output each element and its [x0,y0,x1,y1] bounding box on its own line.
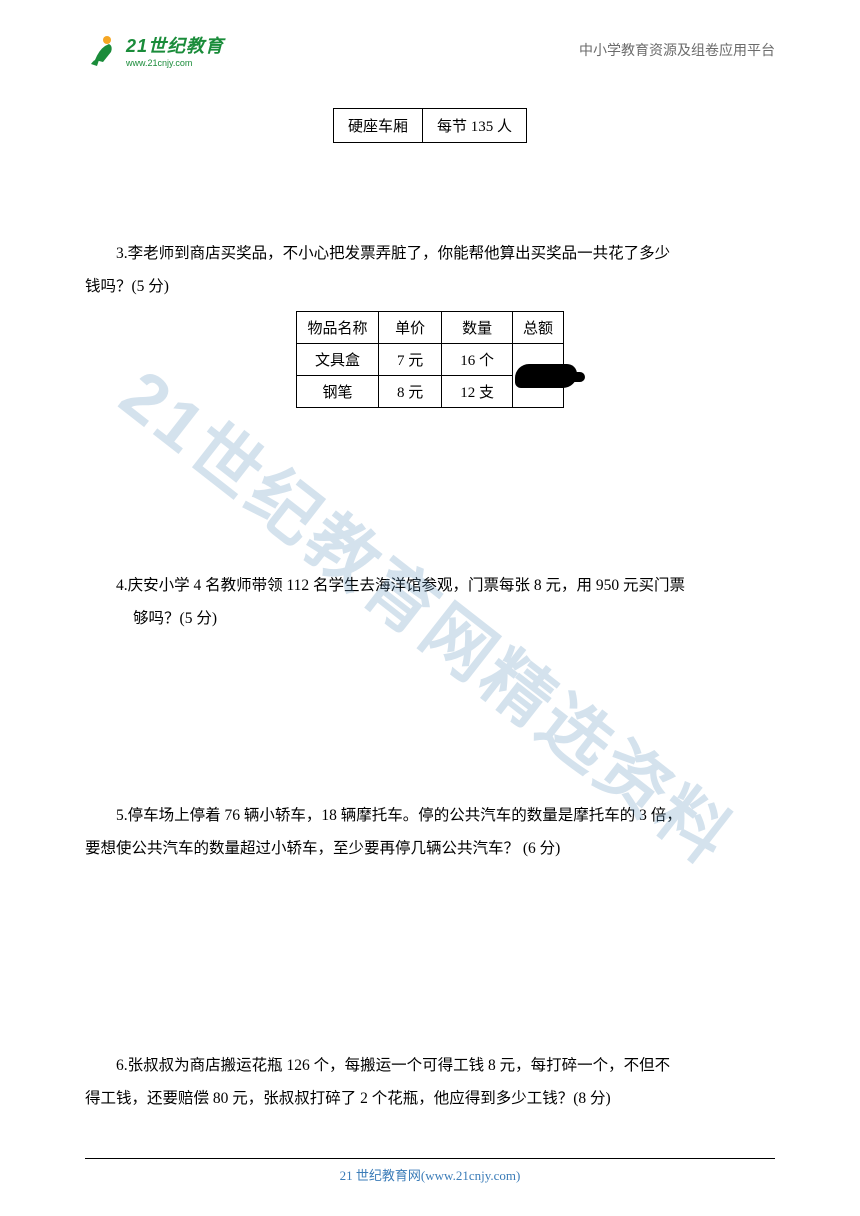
logo-icon [85,32,121,68]
question-text: 钱吗？(5 分) [85,278,169,295]
table-cell: 16 个 [442,344,513,376]
table-cell: 钢笔 [296,376,378,408]
small-table-cell: 每节 135 人 [423,109,527,143]
page-header: 21世纪教育 www.21cnjy.com 中小学教育资源及组卷应用平台 [0,32,860,68]
question-4: 4.庆安小学 4 名教师带领 112 名学生去海洋馆参观，门票每张 8 元，用 … [85,570,775,603]
page-footer: 21 世纪教育网(www.21cnjy.com) [85,1158,775,1184]
question-text: 得工钱，还要赔偿 80 元，张叔叔打碎了 2 个花瓶，他应得到多少工钱？(8 分… [85,1090,611,1107]
question-text: 4.庆安小学 4 名教师带领 112 名学生去海洋馆参观，门票每张 8 元，用 … [116,577,685,594]
table-cell-smudged [513,344,564,408]
table-cell: 7 元 [378,344,441,376]
logo-text: 21世纪教育 www.21cnjy.com [126,32,224,68]
table-header: 单价 [378,312,441,344]
table-cell: 12 支 [442,376,513,408]
question-4-line2: 够吗？(5 分) [85,603,775,636]
table-header: 总额 [513,312,564,344]
question-text: 要想使公共汽车的数量超过小轿车，至少要再停几辆公共汽车？ (6 分) [85,840,560,857]
logo-url: www.21cnjy.com [126,58,224,68]
question-3-line2: 钱吗？(5 分) [85,271,775,304]
content-area: 硬座车厢 每节 135 人 3.李老师到商店买奖品，不小心把发票弄脏了，你能帮他… [85,100,775,1115]
question-text: 6.张叔叔为商店搬运花瓶 126 个，每搬运一个可得工钱 8 元，每打碎一个，不… [116,1057,670,1074]
table-header: 物品名称 [296,312,378,344]
logo: 21世纪教育 www.21cnjy.com [85,32,224,68]
question-text: 够吗？(5 分) [133,610,217,627]
table-cell: 8 元 [378,376,441,408]
header-subtitle: 中小学教育资源及组卷应用平台 [579,40,775,60]
small-table-cell: 硬座车厢 [333,109,422,143]
question-6: 6.张叔叔为商店搬运花瓶 126 个，每搬运一个可得工钱 8 元，每打碎一个，不… [85,1050,775,1083]
table-header: 数量 [442,312,513,344]
receipt-table: 物品名称 单价 数量 总额 文具盒 7 元 16 个 钢笔 8 元 12 支 [296,311,564,408]
smudge-icon [515,364,577,388]
question-5: 5.停车场上停着 76 辆小轿车，18 辆摩托车。停的公共汽车的数量是摩托车的 … [85,800,775,833]
question-text: 5.停车场上停着 76 辆小轿车，18 辆摩托车。停的公共汽车的数量是摩托车的 … [116,807,682,824]
question-text: 3.李老师到商店买奖品，不小心把发票弄脏了，你能帮他算出买奖品一共花了多少 [116,245,670,262]
table-cell: 文具盒 [296,344,378,376]
small-table: 硬座车厢 每节 135 人 [333,108,527,143]
question-5-line2: 要想使公共汽车的数量超过小轿车，至少要再停几辆公共汽车？ (6 分) [85,833,775,866]
question-6-line2: 得工钱，还要赔偿 80 元，张叔叔打碎了 2 个花瓶，他应得到多少工钱？(8 分… [85,1083,775,1116]
question-3: 3.李老师到商店买奖品，不小心把发票弄脏了，你能帮他算出买奖品一共花了多少 [85,238,775,271]
logo-title: 21世纪教育 [126,32,224,58]
